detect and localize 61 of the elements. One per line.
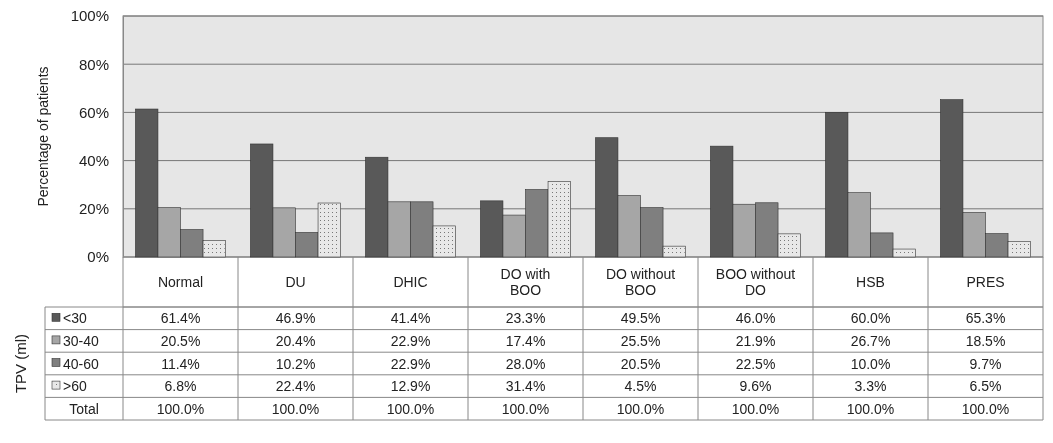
data-label: 10.0% <box>850 355 891 372</box>
data-label: 28.0% <box>505 355 546 372</box>
data-label: 26.7% <box>850 332 891 349</box>
legend-title: TPV (ml) <box>12 333 29 394</box>
text: 100.0% <box>731 400 780 417</box>
x-tick-label: BOO without DO <box>715 266 796 298</box>
text: Total <box>69 400 99 417</box>
data-label: 49.5% <box>620 310 661 327</box>
text: 100.0% <box>156 400 205 417</box>
data-label: 23.3% <box>505 310 546 327</box>
data-label: 60.0% <box>850 310 891 327</box>
text: 100.0% <box>271 400 320 417</box>
data-label: 31.4% <box>505 378 546 395</box>
data-label: 12.9% <box>390 378 431 395</box>
y-tick-label: 80% <box>78 55 109 73</box>
legend-label: <30 <box>63 310 87 327</box>
data-label: 20.5% <box>160 332 201 349</box>
data-label: 3.3% <box>854 378 887 395</box>
x-tick-label: PRES <box>966 274 1005 290</box>
data-label: 22.5% <box>735 355 776 372</box>
data-label: 20.5% <box>620 355 661 372</box>
data-label: 6.5% <box>969 378 1002 395</box>
data-label: 10.2% <box>275 355 316 372</box>
text: 100.0% <box>616 400 665 417</box>
text: 100.0% <box>501 400 550 417</box>
y-axis-title: Percentage of patients <box>35 66 51 207</box>
data-label: 9.7% <box>969 355 1002 372</box>
data-label: 18.5% <box>965 332 1006 349</box>
y-tick-label: 40% <box>78 151 109 169</box>
data-label: 21.9% <box>735 332 776 349</box>
y-tick-label: 20% <box>78 200 109 218</box>
text: 100.0% <box>846 400 895 417</box>
text: 100.0% <box>386 400 435 417</box>
y-tick-label: 60% <box>78 103 109 121</box>
text: 100.0% <box>961 400 1010 417</box>
data-label: 46.9% <box>275 310 316 327</box>
data-label: 22.4% <box>275 378 316 395</box>
data-label: 11.4% <box>161 355 200 372</box>
data-label: 22.9% <box>390 355 431 372</box>
x-tick-label: Normal <box>157 274 204 290</box>
data-label: 9.6% <box>739 378 772 395</box>
x-tick-label: DO without BOO <box>605 266 676 298</box>
data-label: 61.4% <box>160 310 201 327</box>
data-label: 17.4% <box>505 332 546 349</box>
y-tick-label: 0% <box>87 248 109 266</box>
data-label: 46.0% <box>735 310 776 327</box>
data-label: 20.4% <box>275 332 316 349</box>
x-tick-label: DO with BOO <box>500 266 551 298</box>
data-label: 41.4% <box>390 310 431 327</box>
data-label: 22.9% <box>390 332 431 349</box>
x-tick-label: DU <box>285 274 306 290</box>
y-tick-label: 100% <box>70 7 109 25</box>
legend-label: >60 <box>63 378 87 395</box>
legend-label: 30-40 <box>63 332 100 349</box>
data-label: 65.3% <box>965 310 1006 327</box>
data-label: 25.5% <box>620 332 661 349</box>
data-label: 4.5% <box>624 378 657 395</box>
x-tick-label: HSB <box>856 274 885 290</box>
data-label: 6.8% <box>164 378 197 395</box>
legend-label: 40-60 <box>63 355 100 372</box>
x-tick-label: DHIC <box>393 274 428 290</box>
